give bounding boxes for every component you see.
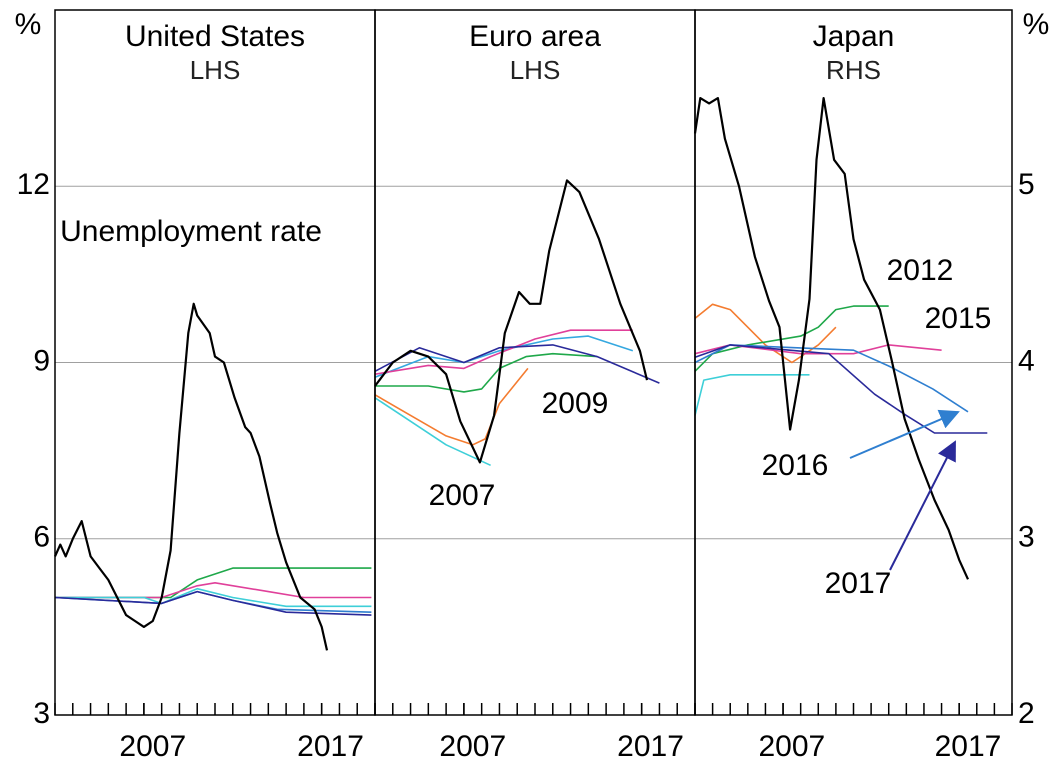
series-label: 2017 <box>825 567 892 600</box>
x-tick-label: 2017 <box>935 730 1002 763</box>
series-line <box>55 587 372 608</box>
series-line <box>375 352 598 393</box>
x-tick-label: 2007 <box>758 730 825 763</box>
x-tick-label: 2017 <box>617 730 684 763</box>
y-tick-label: 2 <box>1018 697 1035 730</box>
series-line <box>374 367 529 446</box>
y-axis-label: % <box>15 8 42 41</box>
series-line <box>694 344 969 413</box>
x-tick-label: 2007 <box>439 730 506 763</box>
panel-subtitle: RHS <box>826 55 881 85</box>
series-line <box>374 397 491 467</box>
series-label: 2015 <box>925 302 992 335</box>
series-line <box>374 179 649 464</box>
series-label: 2012 <box>887 254 954 287</box>
y-tick-label: 12 <box>17 168 50 201</box>
panel-title: Euro area <box>469 20 601 53</box>
series-line <box>53 302 329 651</box>
panel-title: United States <box>125 20 305 53</box>
y-tick-label: 4 <box>1018 344 1035 377</box>
series-line <box>374 344 660 384</box>
series-line <box>694 344 988 434</box>
y-tick-label: 9 <box>33 344 50 377</box>
series-line <box>374 329 633 375</box>
y-tick-label: 3 <box>33 697 50 730</box>
panel-subtitle: LHS <box>190 55 241 85</box>
series-line <box>54 590 372 616</box>
panel-frame <box>694 9 1013 716</box>
series-line <box>54 590 372 613</box>
y-tick-label: 3 <box>1018 521 1035 554</box>
series-line <box>694 305 889 372</box>
arrow <box>849 409 960 459</box>
x-tick-label: 2017 <box>297 730 364 763</box>
series-label: 2009 <box>542 387 609 420</box>
panel-subtitle: LHS <box>510 55 561 85</box>
series-label: 2016 <box>762 449 829 482</box>
series-label: Unemployment rate <box>60 215 322 248</box>
series-line <box>693 97 970 580</box>
x-tick-label: 2007 <box>119 730 186 763</box>
y-tick-label: 6 <box>33 521 50 554</box>
series-label: 2007 <box>429 479 496 512</box>
series-line <box>694 303 837 364</box>
series-line <box>694 374 810 416</box>
panel-title: Japan <box>813 20 895 53</box>
marks <box>53 97 1012 716</box>
y-tick-label: 5 <box>1018 168 1035 201</box>
arrow <box>889 440 956 571</box>
y-axis-label: % <box>1023 8 1050 41</box>
